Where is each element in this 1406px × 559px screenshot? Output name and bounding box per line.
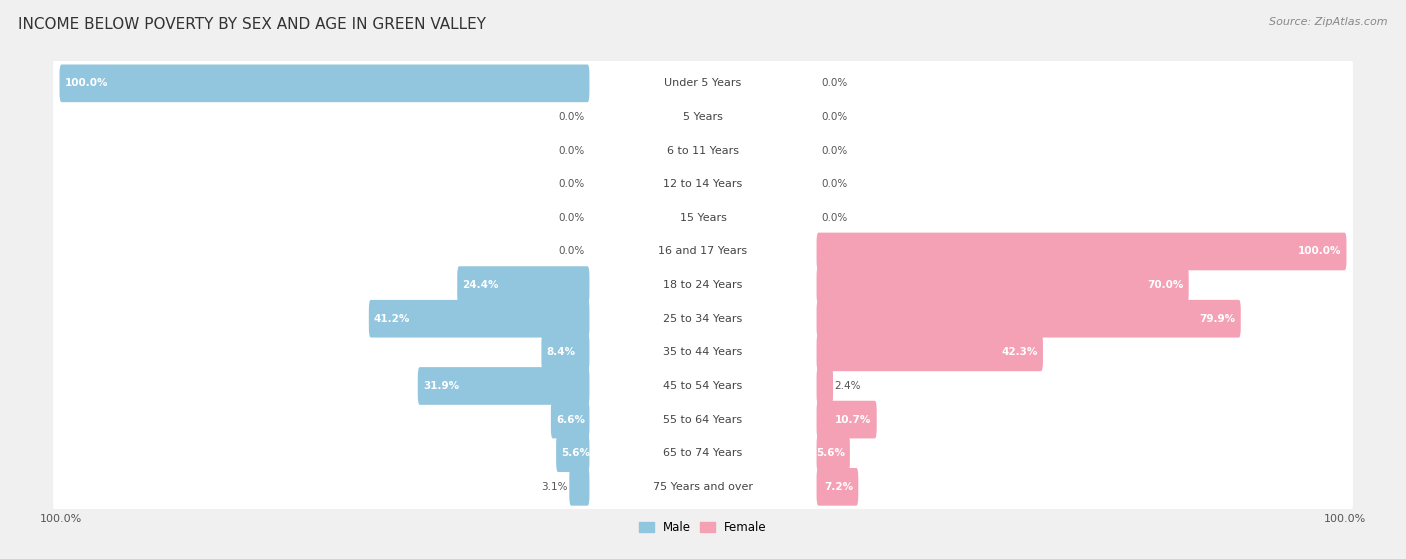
FancyBboxPatch shape [53,91,1353,143]
FancyBboxPatch shape [53,124,1353,177]
FancyBboxPatch shape [59,64,589,102]
FancyBboxPatch shape [817,468,858,506]
Text: 70.0%: 70.0% [1147,280,1184,290]
FancyBboxPatch shape [675,340,731,365]
FancyBboxPatch shape [418,367,589,405]
FancyBboxPatch shape [53,57,1353,110]
FancyBboxPatch shape [675,172,731,197]
FancyBboxPatch shape [569,468,589,506]
Text: Under 5 Years: Under 5 Years [665,78,741,88]
FancyBboxPatch shape [557,434,589,472]
Text: 0.0%: 0.0% [558,112,585,122]
FancyBboxPatch shape [53,360,1353,412]
Text: 75 Years and over: 75 Years and over [652,482,754,492]
Text: 79.9%: 79.9% [1199,314,1236,324]
FancyBboxPatch shape [671,475,735,499]
FancyBboxPatch shape [53,326,1353,378]
FancyBboxPatch shape [673,239,733,264]
FancyBboxPatch shape [53,158,1353,210]
Text: 41.2%: 41.2% [374,314,411,324]
FancyBboxPatch shape [675,373,731,399]
Text: 0.0%: 0.0% [821,179,848,189]
FancyBboxPatch shape [675,407,731,432]
Text: 12 to 14 Years: 12 to 14 Years [664,179,742,189]
Text: 100.0%: 100.0% [1298,247,1341,257]
Text: Source: ZipAtlas.com: Source: ZipAtlas.com [1270,17,1388,27]
FancyBboxPatch shape [817,367,832,405]
FancyBboxPatch shape [675,273,731,297]
FancyBboxPatch shape [817,266,1188,304]
Text: 24.4%: 24.4% [463,280,499,290]
FancyBboxPatch shape [551,401,589,438]
FancyBboxPatch shape [817,434,849,472]
FancyBboxPatch shape [817,233,1347,271]
Text: 0.0%: 0.0% [558,145,585,155]
Text: 2.4%: 2.4% [834,381,860,391]
FancyBboxPatch shape [817,401,877,438]
Text: 7.2%: 7.2% [824,482,853,492]
Text: 0.0%: 0.0% [558,213,585,223]
Text: 0.0%: 0.0% [821,145,848,155]
FancyBboxPatch shape [685,205,721,230]
FancyBboxPatch shape [541,334,589,371]
Text: 45 to 54 Years: 45 to 54 Years [664,381,742,391]
Text: 0.0%: 0.0% [821,213,848,223]
FancyBboxPatch shape [678,138,728,163]
Text: 31.9%: 31.9% [423,381,458,391]
Text: 0.0%: 0.0% [558,247,585,257]
Text: INCOME BELOW POVERTY BY SEX AND AGE IN GREEN VALLEY: INCOME BELOW POVERTY BY SEX AND AGE IN G… [18,17,486,32]
Text: 0.0%: 0.0% [821,112,848,122]
Text: 35 to 44 Years: 35 to 44 Years [664,347,742,357]
Text: 15 Years: 15 Years [679,213,727,223]
Text: 0.0%: 0.0% [821,78,848,88]
Text: 42.3%: 42.3% [1001,347,1038,357]
FancyBboxPatch shape [53,292,1353,345]
Text: 6.6%: 6.6% [555,415,585,425]
Text: 5 Years: 5 Years [683,112,723,122]
FancyBboxPatch shape [53,259,1353,311]
FancyBboxPatch shape [53,192,1353,244]
Legend: Male, Female: Male, Female [640,521,766,534]
Text: 16 and 17 Years: 16 and 17 Years [658,247,748,257]
Text: 25 to 34 Years: 25 to 34 Years [664,314,742,324]
FancyBboxPatch shape [678,71,728,96]
FancyBboxPatch shape [53,394,1353,446]
Text: 8.4%: 8.4% [547,347,575,357]
FancyBboxPatch shape [817,334,1043,371]
FancyBboxPatch shape [53,461,1353,513]
FancyBboxPatch shape [368,300,589,338]
FancyBboxPatch shape [53,225,1353,278]
Text: 18 to 24 Years: 18 to 24 Years [664,280,742,290]
Text: 10.7%: 10.7% [835,415,872,425]
FancyBboxPatch shape [675,306,731,331]
Text: 55 to 64 Years: 55 to 64 Years [664,415,742,425]
FancyBboxPatch shape [686,105,720,130]
FancyBboxPatch shape [817,300,1240,338]
FancyBboxPatch shape [53,427,1353,480]
Text: 5.6%: 5.6% [815,448,845,458]
Text: 3.1%: 3.1% [541,482,568,492]
Text: 6 to 11 Years: 6 to 11 Years [666,145,740,155]
FancyBboxPatch shape [675,440,731,466]
Text: 100.0%: 100.0% [65,78,108,88]
Text: 65 to 74 Years: 65 to 74 Years [664,448,742,458]
Text: 5.6%: 5.6% [561,448,591,458]
FancyBboxPatch shape [457,266,589,304]
Text: 0.0%: 0.0% [558,179,585,189]
